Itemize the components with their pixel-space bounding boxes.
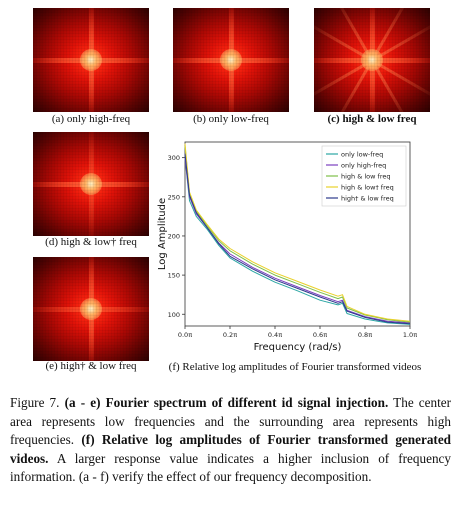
x-tick-label: 1.0π (403, 331, 417, 339)
legend-label: high & low freq (341, 172, 390, 180)
spectrum-image-c (314, 8, 430, 112)
x-tick-label: 0.4π (268, 331, 282, 339)
figure-caption: Figure 7. (a - e) Fourier spectrum of di… (10, 394, 451, 487)
x-tick-label: 0.8π (358, 331, 372, 339)
series-line (184, 143, 411, 322)
y-tick-label: 300 (168, 154, 180, 162)
log-amplitude-chart: 100 150 200 250 300 0.0π 0.2π 0.4π 0.6π 0.8π 1.0π F… (157, 141, 417, 353)
y-axis-label: Log Amplitude (157, 198, 168, 270)
spectrum-image-a (33, 8, 149, 112)
panel-label-e: (e) high† & low freq (45, 360, 137, 372)
x-axis-label: Frequency (rad/s) (254, 342, 342, 353)
legend-label: only high-freq (341, 161, 386, 169)
y-tick-label: 250 (168, 193, 180, 201)
spectrum-image-d (33, 132, 149, 236)
y-tick-label: 200 (168, 232, 180, 240)
series-line (184, 157, 411, 325)
x-tick-label: 0.0π (178, 331, 192, 339)
caption-text-1: The center area represents low frequenci… (10, 395, 452, 447)
panel-label-d: (d) high & low† freq (45, 236, 137, 248)
legend-label: high & low† freq (341, 183, 394, 191)
panel-label-f: (f) Relative log amplitudes of Fourier t… (168, 361, 422, 373)
panel-label-b: (b) only low-freq (193, 113, 269, 125)
x-tick-label: 0.6π (313, 331, 327, 339)
series-line (184, 153, 411, 325)
panel-label-c: (c) high & low freq (327, 113, 417, 125)
legend-label: only low-freq (341, 150, 383, 158)
caption-prefix: Figure 7. (10, 395, 60, 410)
caption-bold-2: (f) Relative log amplitudes of Fourier t… (10, 432, 452, 466)
y-tick-label: 150 (168, 272, 180, 280)
spectrum-image-b (173, 8, 289, 112)
y-tick-label: 100 (168, 311, 180, 319)
series-line (184, 145, 411, 323)
caption-text-2: A larger response value indicates a high… (10, 450, 451, 485)
legend-label: high† & low freq (341, 194, 394, 202)
caption-bold-1: (a - e) Fourier spectrum of different id… (64, 395, 389, 410)
x-tick-label: 0.2π (223, 331, 237, 339)
panel-label-a: (a) only high-freq (51, 113, 131, 125)
spectrum-image-e (33, 257, 149, 361)
